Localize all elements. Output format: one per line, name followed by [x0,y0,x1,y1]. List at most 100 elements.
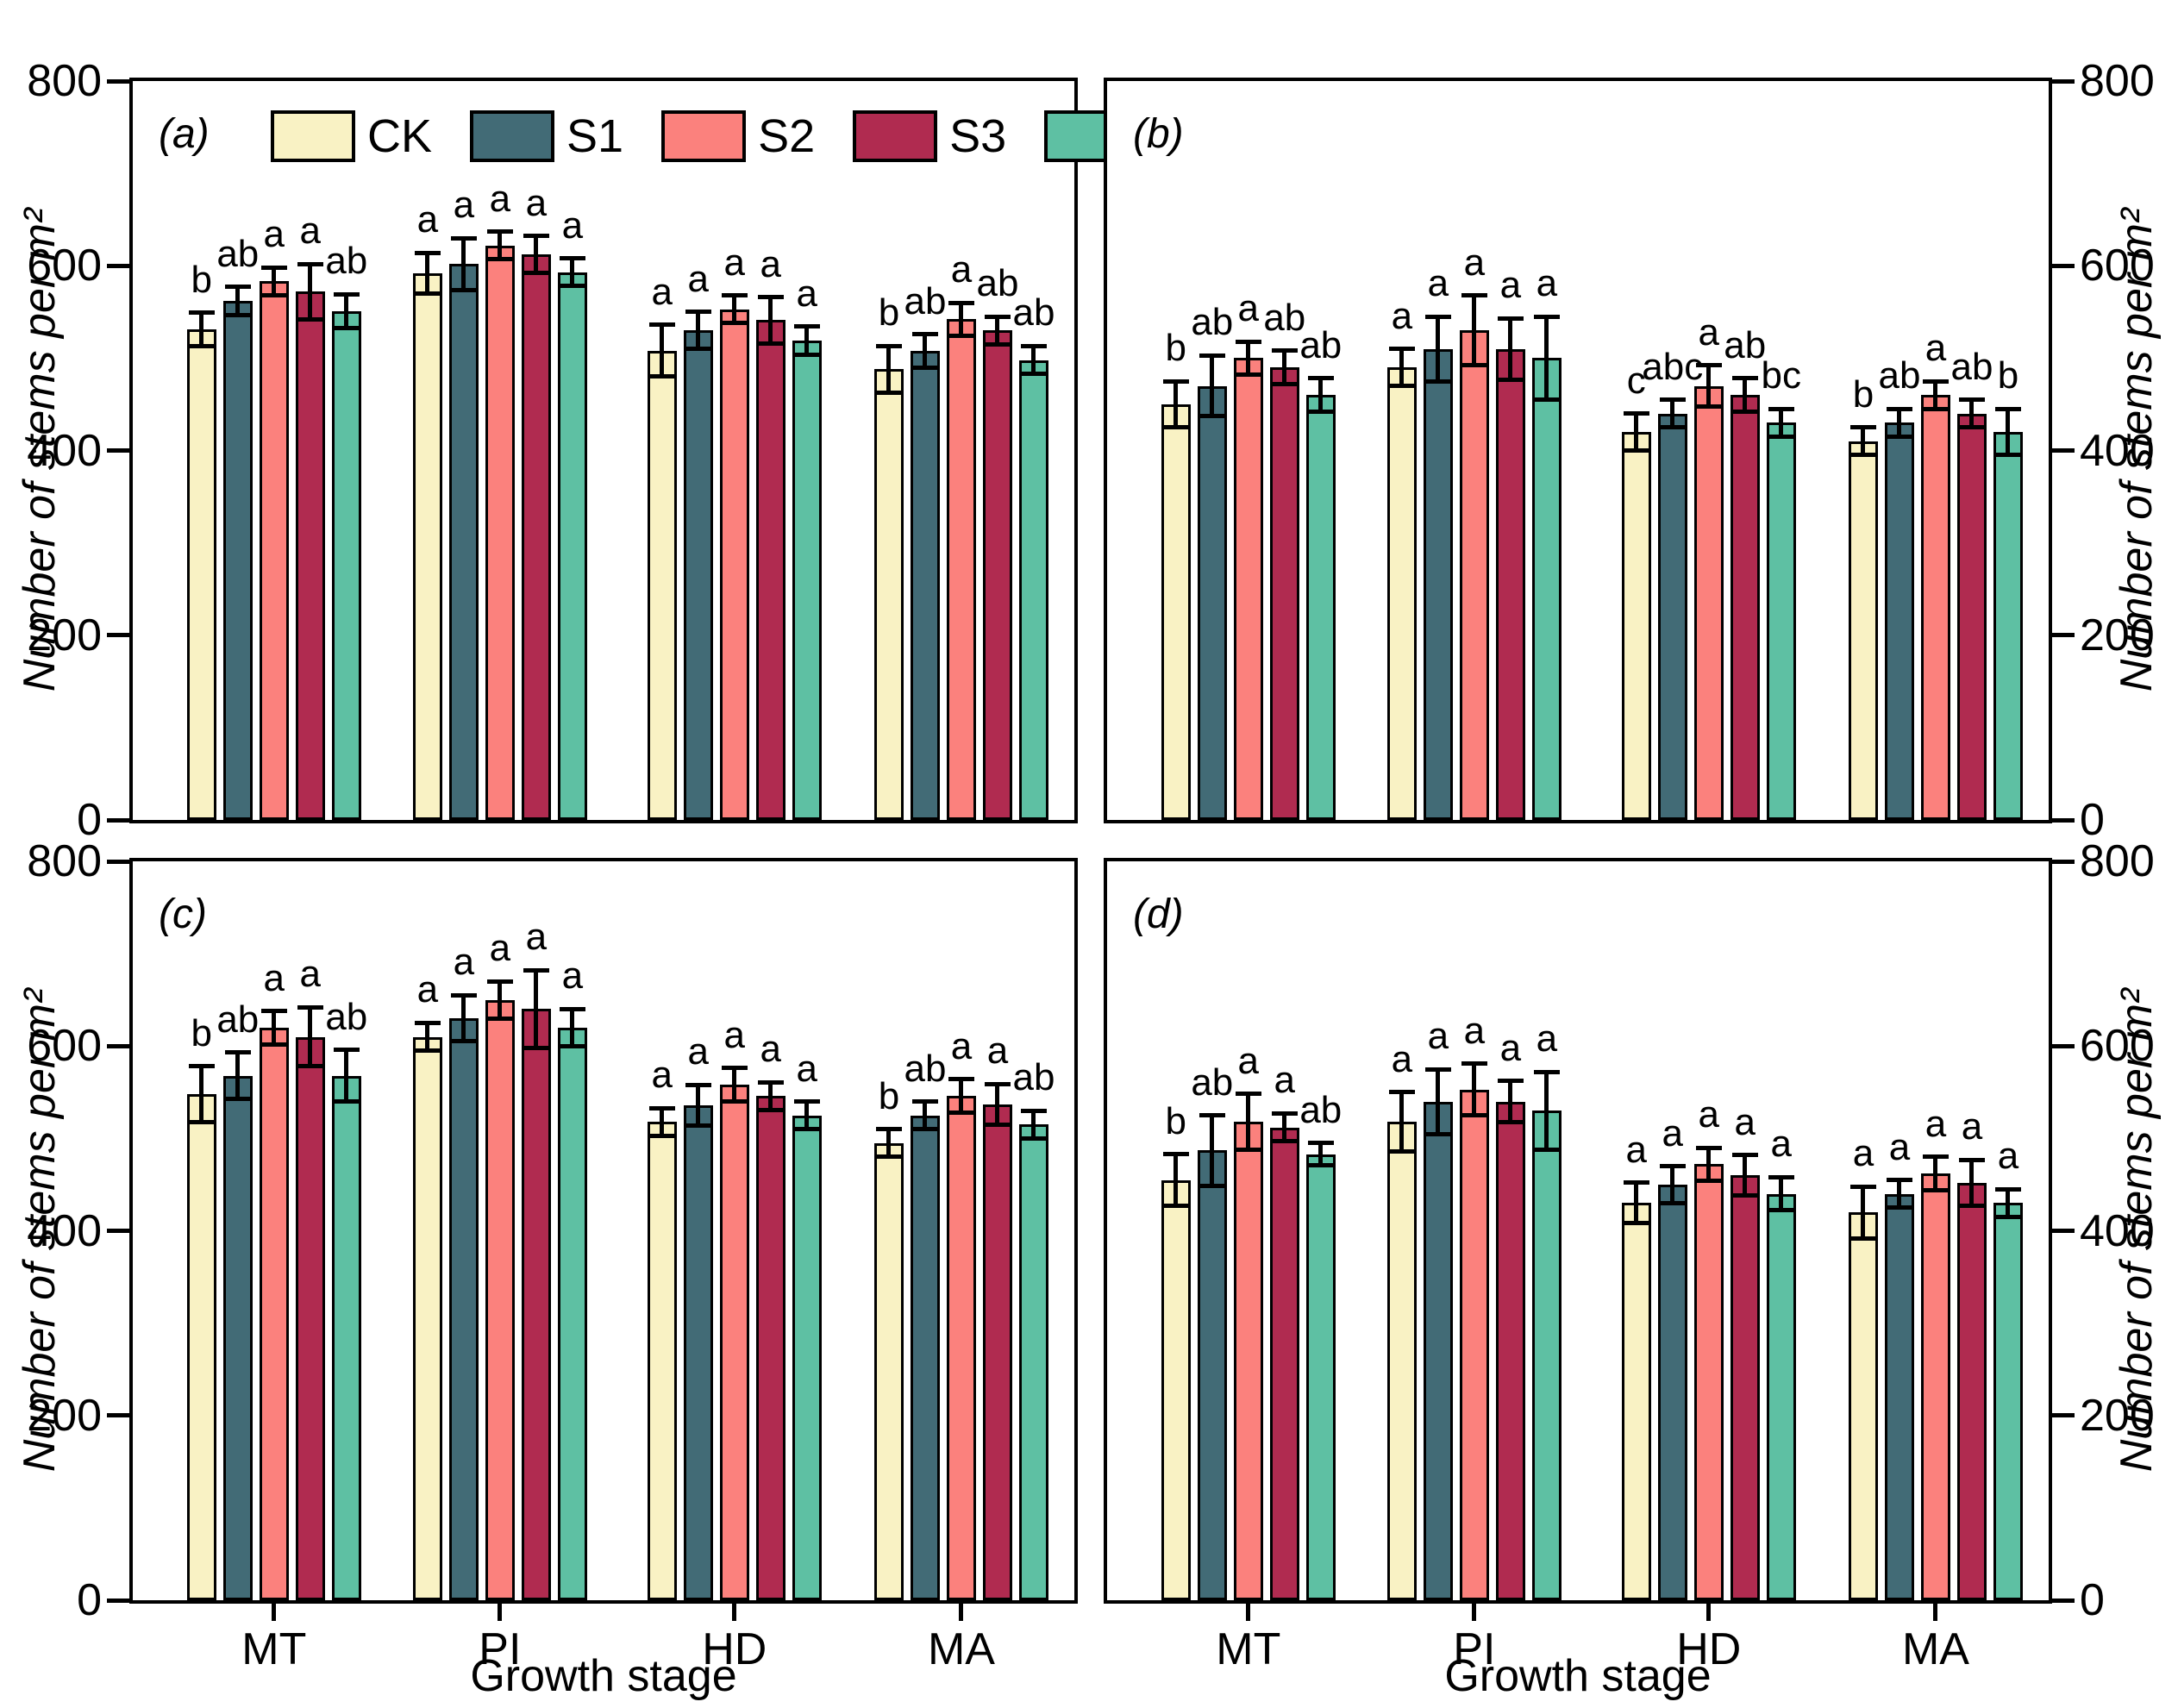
error-cap-top-MT-S1 [1199,353,1225,358]
sig-letter-MA-S1: a [1888,1125,1911,1168]
error-cap-top-MT-S2 [1235,1092,1261,1097]
error-bar-PI-CK [1399,348,1405,386]
sig-letter-PI-S2: a [489,177,511,220]
error-cap-top-MT-S4 [333,1048,360,1053]
bar-MA-S2 [1920,395,1950,820]
error-bar-PI-S3 [1508,1080,1513,1123]
error-cap-top-MA-S3 [1958,1157,1985,1162]
bar-MA-S3 [1956,1182,1987,1600]
y-tick-mark-800 [107,859,129,864]
error-bar-MT-S1 [235,1052,241,1099]
bar-HD-S2 [1693,385,1724,820]
error-cap-top-HD-CK [1623,1180,1649,1186]
y-tick-label-600: 600 [2080,241,2155,291]
legend-item-S2: S2 [661,110,815,162]
error-bar-MA-S2 [959,303,964,336]
error-bar-MA-S4 [2006,409,2011,455]
error-cap-top-PI-S1 [450,992,477,998]
sig-letter-MT-S1: ab [1191,1060,1234,1104]
error-bar-MA-CK [886,346,892,392]
bar-PI-CK [1386,367,1417,820]
legend-swatch-CK [271,110,355,162]
sig-letter-MT-S3: a [299,210,322,253]
panel-letter-a: (a) [159,111,210,157]
bar-MA-S3 [1956,413,1987,820]
error-cap-bottom-MT-S1 [224,312,251,317]
error-cap-bottom-MT-S1 [1199,414,1225,419]
error-bar-MT-S1 [235,286,241,315]
sig-letter-MA-S2: a [950,248,973,291]
y-tick-mark-0 [107,1598,129,1603]
error-cap-top-MT-S2 [1235,339,1261,344]
y-tick-mark-800 [2052,78,2075,84]
error-cap-bottom-PI-S1 [1424,1131,1451,1136]
x-tick-mark-HD [732,1602,737,1621]
legend-label-CK: CK [367,110,433,162]
bar-PI-S4 [1531,358,1562,820]
bar-PI-S2 [485,999,515,1600]
sig-letter-HD-S4: a [796,272,818,315]
error-cap-top-HD-S3 [1731,376,1758,381]
sig-letter-PI-S2: a [1463,241,1486,284]
sig-letter-MA-S2: a [1925,1102,1947,1145]
bar-HD-S4 [1766,422,1796,820]
bar-PI-CK [1386,1122,1417,1600]
error-bar-MA-CK [1861,427,1866,455]
y-tick-label-200: 200 [2080,610,2155,660]
error-cap-bottom-PI-S4 [1533,1147,1560,1152]
error-bar-MA-S2 [1933,1156,1938,1191]
error-cap-top-MA-CK [1849,1184,1876,1189]
error-bar-MA-S3 [995,316,1000,345]
bar-MA-S1 [910,350,940,820]
error-cap-bottom-MT-CK [188,1119,215,1124]
x-tick-mark-MT [1246,1602,1251,1621]
error-bar-MA-CK [886,1129,892,1157]
error-cap-top-HD-S2 [1695,1145,1722,1150]
error-cap-top-HD-CK [648,322,675,328]
bar-PI-S1 [1423,348,1453,820]
error-bar-MA-S2 [959,1079,964,1113]
bar-MT-S4 [1305,395,1336,820]
error-cap-bottom-MT-CK [1162,1204,1189,1209]
panel-a: 0 200 400 600 800 b ab a a ab a a a a a a a a a a b ab a ab ab (a… [27,57,1198,844]
bar-HD-S1 [683,330,713,820]
error-bar-HD-S1 [696,1085,701,1126]
y-tick-mark-0 [2052,1598,2075,1603]
y-tick-label-800: 800 [27,836,102,886]
sig-letter-MA-S4: a [1997,1135,2019,1178]
error-bar-MT-S2 [272,1010,277,1045]
sig-letter-HD-S2: a [1698,310,1720,353]
sig-letter-HD-S1: abc [1642,345,1704,388]
y-tick-label-400: 400 [2080,1205,2155,1256]
error-cap-bottom-PI-S1 [450,287,477,292]
bar-MT-S2 [1233,358,1263,820]
error-cap-bottom-HD-S4 [1768,1208,1794,1213]
bar-MT-CK [1161,1179,1191,1600]
y-tick-label-800: 800 [2080,56,2155,106]
sig-letter-MT-CK: b [191,258,213,301]
y-tick-label-0: 0 [2080,1575,2105,1625]
sig-letter-PI-CK: a [1391,1037,1413,1080]
error-bar-MA-S3 [1969,1160,1975,1206]
error-cap-bottom-PI-S2 [486,1016,513,1021]
error-cap-top-HD-S4 [793,324,820,329]
bar-MA-S4 [1018,360,1048,820]
error-cap-bottom-MA-CK [875,390,902,395]
error-cap-bottom-HD-S4 [793,352,820,357]
error-bar-MT-S3 [308,264,313,320]
y-tick-label-800: 800 [27,56,102,106]
error-cap-bottom-MT-S3 [1271,381,1298,386]
error-cap-top-HD-S2 [721,293,748,298]
legend-item-CK: CK [271,110,432,162]
bar-HD-S2 [1693,1164,1724,1600]
sig-letter-PI-S3: a [525,181,548,224]
bar-HD-S2 [719,309,749,820]
y-tick-mark-200 [2052,633,2075,638]
sig-letter-MA-CK: b [878,291,900,335]
error-cap-top-HD-CK [1623,411,1649,416]
bar-MT-S4 [331,310,361,820]
legend-swatch-S1 [470,110,555,162]
sig-letter-MA-S3: a [986,1029,1009,1073]
bar-PI-CK [412,1036,442,1600]
error-cap-top-PI-S4 [559,1006,585,1011]
